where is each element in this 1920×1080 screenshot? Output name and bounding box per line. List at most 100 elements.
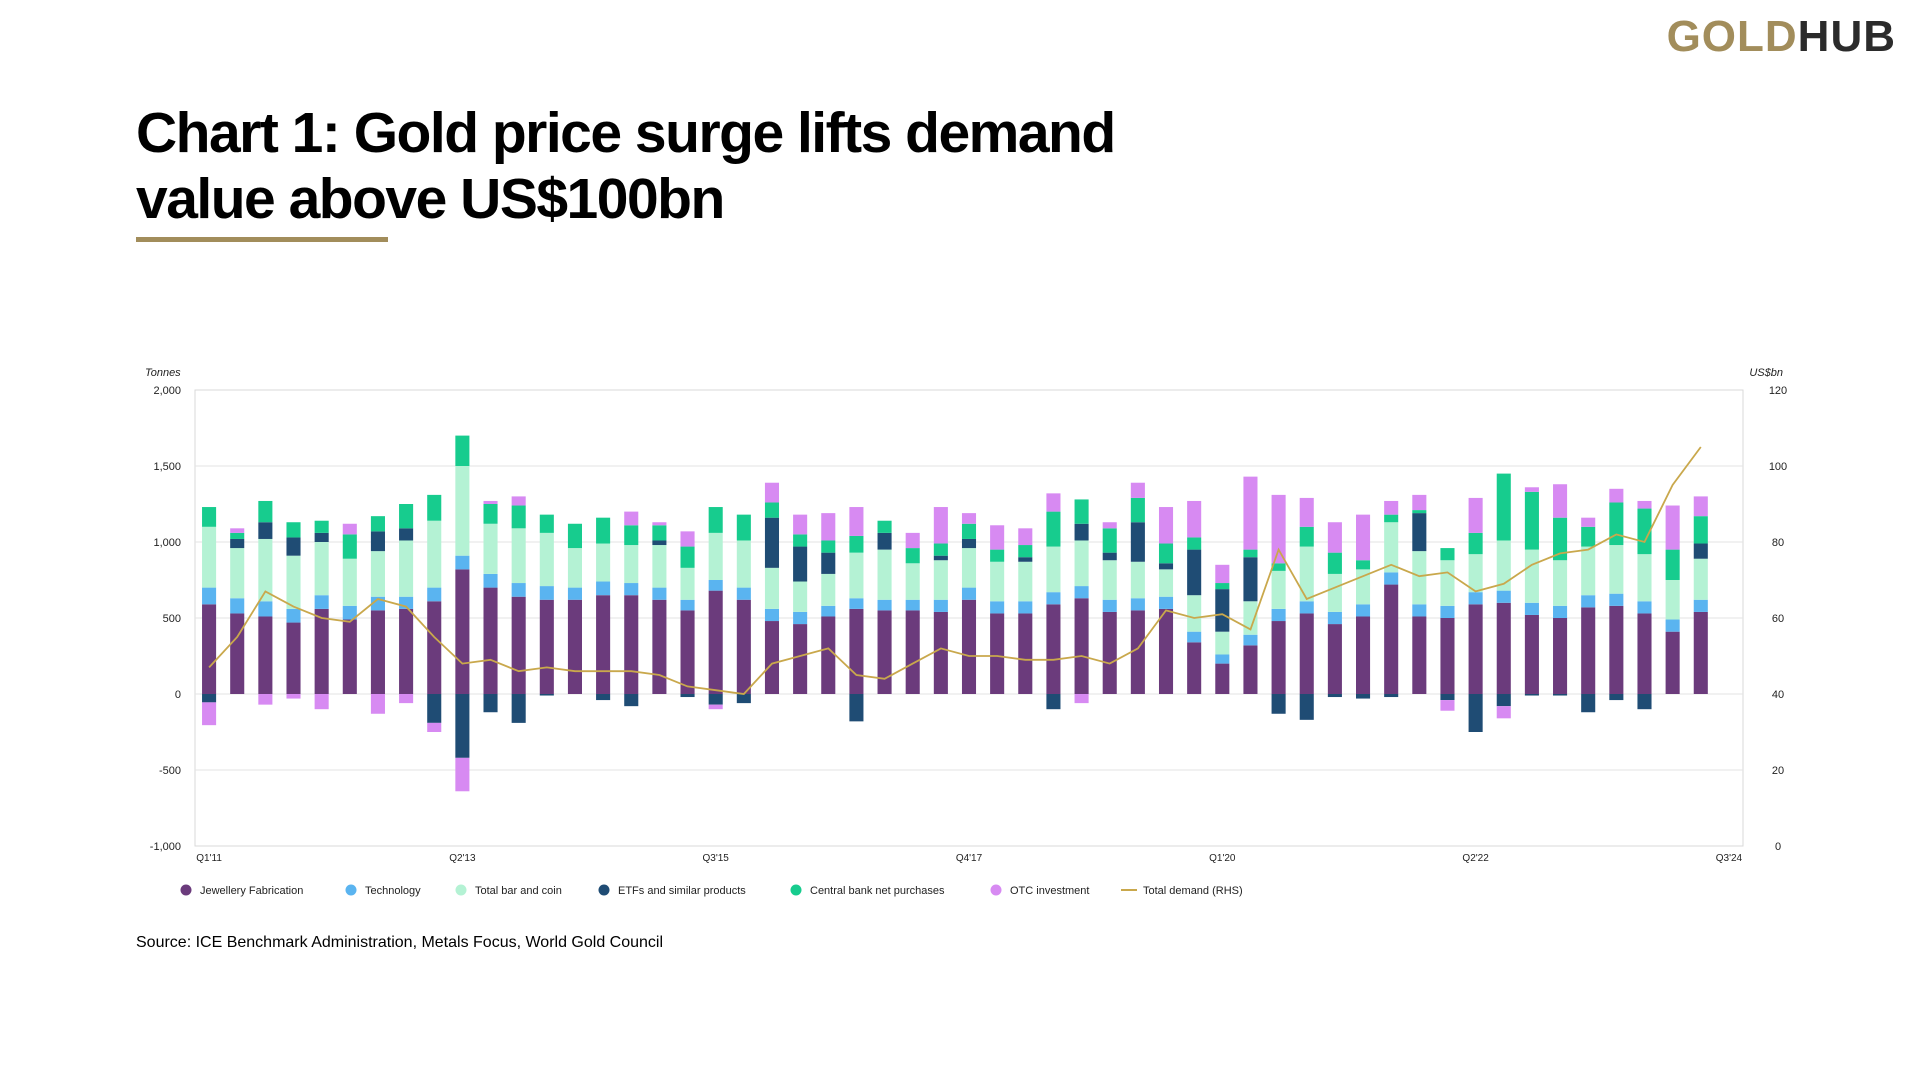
bar-segment [764,608,780,622]
y-tick-label: -1,000 [150,841,181,853]
bar-segment [1637,613,1652,694]
bar-segment [1412,551,1427,605]
bar-segment [961,523,977,539]
bar-segment [1693,599,1708,612]
bar-segment [1271,608,1286,622]
bar-segment [399,540,414,597]
bar-segment [1215,583,1230,590]
bar-segment [849,535,864,553]
legend-label: OTC investment [1010,885,1089,897]
bar-segment [286,622,301,694]
bar-segment [370,516,385,532]
bar-segment [1496,694,1511,707]
bar-segment [708,590,723,694]
bar-segment [258,500,273,523]
bar-segment [1187,549,1202,596]
bar-segment [399,528,414,541]
bar-segment [793,546,808,582]
bar-segment [1271,563,1286,571]
bar-segment [258,694,273,705]
y-tick-label: 1,500 [153,461,181,473]
bar-segment [905,532,920,549]
bar-segment [1187,595,1202,632]
bar-segment [821,573,836,606]
bar-segment [680,694,695,698]
bar-segment [1046,592,1061,605]
bar-segment [1440,605,1455,618]
bar-segment [1665,580,1680,620]
bar-segment [230,598,245,614]
bar-segment [596,581,611,596]
bar-segment [1074,586,1089,599]
bar-segment [849,608,864,694]
bar-segment [933,599,948,612]
bar-segment [624,583,639,596]
bar-segment [990,561,1005,602]
bar-segment [764,567,780,609]
bar-segment [455,466,470,556]
bar-segment [370,610,385,694]
bar-segment [1018,528,1033,546]
bar-segment [1018,545,1033,558]
x-tick-label: Q3'24 [1716,853,1743,864]
bar-segment [877,532,892,550]
bar-segment [567,587,582,600]
bar-segment [1299,613,1314,694]
y-tick-label: 0 [175,689,181,701]
y2-tick-label: 40 [1772,689,1784,701]
bar-segment [1524,549,1539,603]
bar-segment [793,581,808,612]
bar-segment [1299,694,1314,720]
bar-segment [652,525,667,541]
bar-segment [1243,557,1258,602]
bar-segment [1468,554,1483,593]
bar-segment [849,598,864,609]
bar-segment [680,546,695,568]
bar-segment [849,507,864,536]
bar-segment [511,596,526,694]
chart-gridlines [194,389,1744,847]
x-tick-label: Q1'20 [1209,853,1236,864]
bar-segment [1327,624,1342,694]
bar-segment [1356,560,1371,570]
bar-segment [314,608,329,694]
bar-segment [652,599,667,694]
bar-segment [1609,502,1624,546]
bar-segment [905,610,920,694]
bar-segment [821,605,836,617]
bar-segment [202,694,217,703]
y2-tick-label: 20 [1772,765,1784,777]
bar-segment [1158,507,1174,544]
bar-segment [764,517,780,568]
bar-segment [680,531,695,547]
bar-segment [849,694,864,722]
bar-segment [680,567,695,600]
bar-segment [1130,610,1145,694]
bar-segment [1440,694,1455,701]
bar-segment [1130,482,1145,498]
bar-segment [1271,570,1286,609]
bar-segment [1327,522,1342,553]
bar-segment [1130,497,1145,523]
bar-segment [455,435,470,466]
bar-segment [652,522,667,526]
bar-segment [1074,523,1089,541]
bar-segment [1187,537,1202,550]
bar-segment [1187,500,1202,538]
bar-segment [736,599,751,694]
bar-segment [624,595,639,694]
bar-segment [427,694,442,723]
bar-segment [1609,545,1624,594]
bar-segment [1102,522,1117,529]
bar-segment [370,551,385,597]
y2-tick-label: 0 [1775,841,1781,853]
bar-segment [539,694,554,696]
bar-segment [990,601,1005,614]
bar-segment [314,520,329,533]
bar-segment [567,599,582,694]
bar-segment [1440,560,1455,606]
bar-segment [1356,616,1371,694]
y-tick-label: 1,000 [153,537,181,549]
bar-segment [990,549,1005,562]
bar-segment [1018,601,1033,614]
